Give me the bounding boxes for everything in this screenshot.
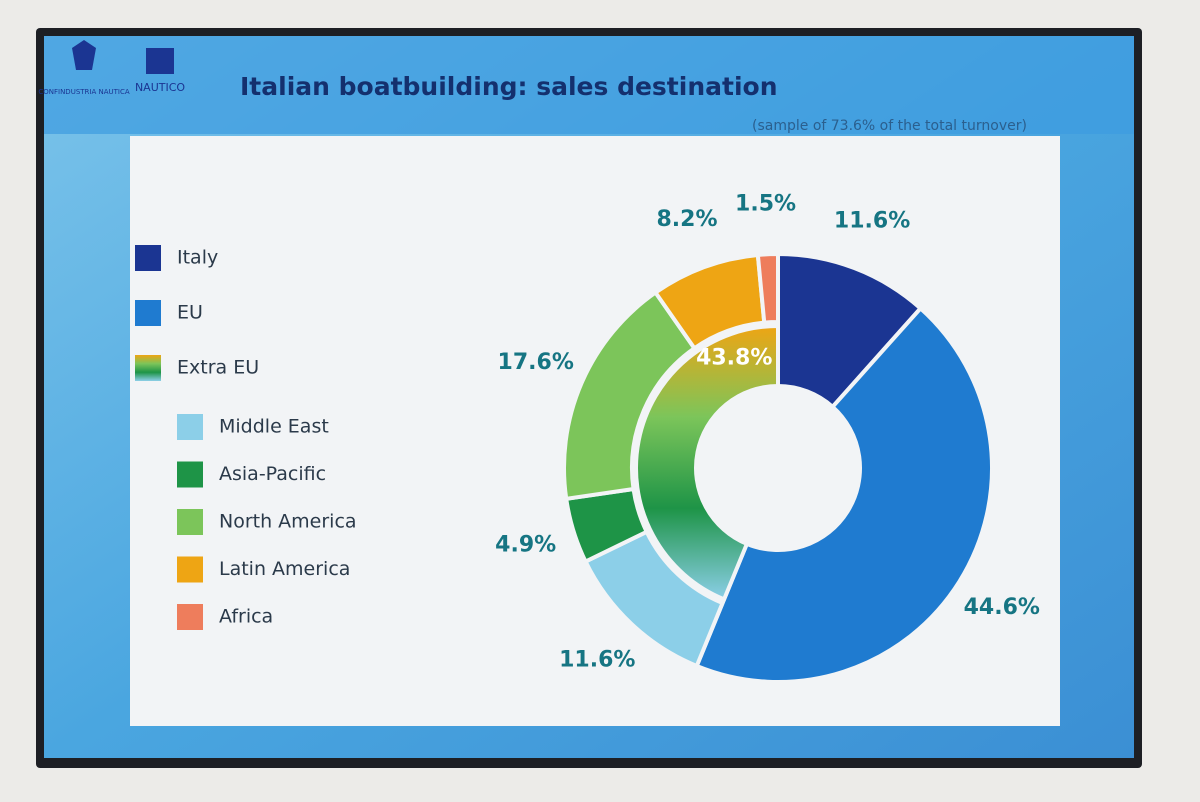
legend-swatch <box>135 300 161 326</box>
legend-label: North America <box>219 511 357 533</box>
legend-swatch <box>177 604 203 630</box>
legend-swatch <box>177 414 203 440</box>
chart-subtitle: (sample of 73.6% of the total turnover) <box>752 118 1027 134</box>
donut-segment <box>694 305 995 684</box>
legend-label: Asia-Pacific <box>219 463 326 485</box>
data-label: 11.6% <box>559 647 635 672</box>
logo-icon <box>72 40 96 70</box>
data-label: 17.6% <box>498 350 574 375</box>
group-segment <box>634 323 780 602</box>
logo-text: NAUTICO <box>135 81 185 94</box>
legend-swatch <box>177 556 203 583</box>
data-label: 4.9% <box>495 533 556 558</box>
legend-label: Middle East <box>219 416 329 438</box>
chart-title: Italian boatbuilding: sales destination <box>240 72 778 101</box>
donut-segment <box>776 251 924 410</box>
legend-swatch <box>177 509 203 535</box>
data-label: 11.6% <box>834 208 910 233</box>
legend-swatch <box>135 355 161 381</box>
legend-swatch <box>177 461 203 488</box>
donut-segment <box>755 251 780 325</box>
data-label: 1.5% <box>735 191 796 216</box>
data-label: 8.2% <box>657 207 718 232</box>
legend-label: Extra EU <box>177 357 259 379</box>
donut-hole <box>698 388 858 548</box>
legend-label: Italy <box>177 247 218 269</box>
legend-label: EU <box>177 302 203 324</box>
logo-text: CONFINDUSTRIA NAUTICA <box>38 88 130 96</box>
data-label: 44.6% <box>964 595 1040 620</box>
group-label: 43.8% <box>696 345 772 370</box>
legend-label: Latin America <box>219 558 350 580</box>
legend-swatch <box>135 245 161 271</box>
legend-label: Africa <box>219 606 273 628</box>
logo-icon <box>146 48 174 74</box>
title-band <box>44 36 1134 134</box>
